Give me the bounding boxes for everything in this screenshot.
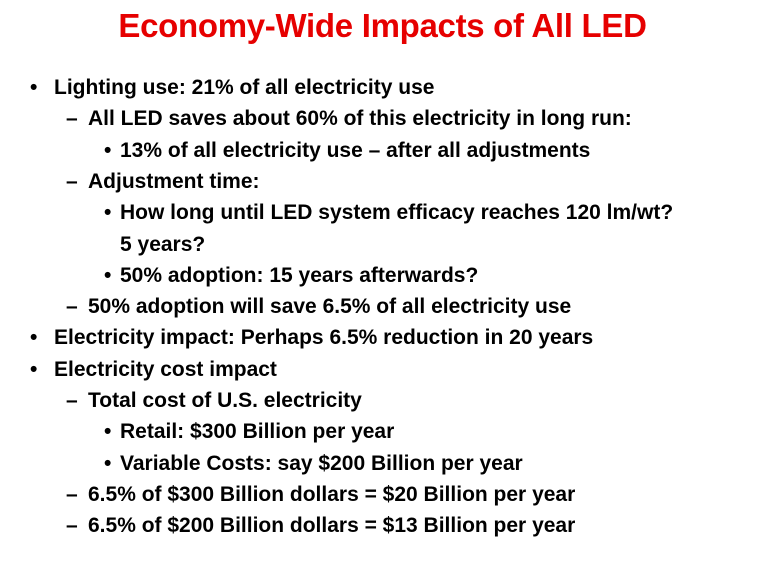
bullet-marker: • [104, 139, 112, 162]
bullet-marker: • [104, 264, 112, 287]
bullet-marker: • [104, 420, 112, 443]
bullet-marker: • [104, 452, 112, 475]
bullet-text-level-3: Retail: $300 Billion per year [120, 420, 395, 443]
bullet-marker: • [104, 201, 112, 224]
bullet-text-level-2: Total cost of U.S. electricity [88, 389, 362, 412]
bullet-text-level-2: All LED saves about 60% of this electric… [88, 107, 632, 130]
dash-marker: – [66, 483, 78, 506]
bullet-text-level-2: 6.5% of $200 Billion dollars = $13 Billi… [88, 514, 576, 537]
dash-marker: – [66, 295, 78, 318]
slide-title: Economy-Wide Impacts of All LED [118, 7, 647, 44]
bullet-text-level-2: Adjustment time: [88, 170, 260, 193]
bullet-text-level-2: 6.5% of $300 Billion dollars = $20 Billi… [88, 483, 576, 506]
bullet-marker: • [30, 76, 38, 99]
bullet-text-level-1: Electricity impact: Perhaps 6.5% reducti… [54, 326, 594, 349]
bullet-text-level-3: Variable Costs: say $200 Billion per yea… [120, 452, 523, 475]
dash-marker: – [66, 107, 78, 130]
bullet-text-level-1: Lighting use: 21% of all electricity use [54, 76, 435, 99]
dash-marker: – [66, 514, 78, 537]
bullet-text-level-3: 13% of all electricity use – after all a… [120, 139, 591, 162]
dash-marker: – [66, 389, 78, 412]
dash-marker: – [66, 170, 78, 193]
bullet-text-level-1: Electricity cost impact [54, 358, 277, 381]
bullet-text-level-2: 50% adoption will save 6.5% of all elect… [88, 295, 572, 318]
bullet-marker: • [30, 358, 38, 381]
bullet-marker: • [30, 326, 38, 349]
bullet-text-level-3: 50% adoption: 15 years afterwards? [120, 264, 479, 287]
bullet-text-level-4: 5 years? [120, 233, 206, 256]
bullet-text-level-3: How long until LED system efficacy reach… [120, 201, 674, 224]
